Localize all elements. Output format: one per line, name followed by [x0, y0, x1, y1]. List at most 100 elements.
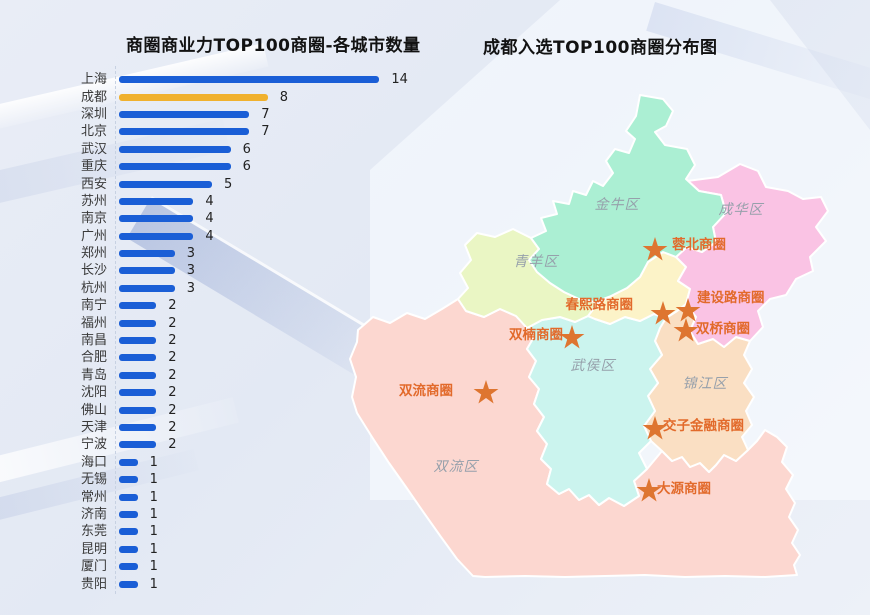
business-circle-star — [636, 478, 662, 502]
bar-row: 福州 2 — [58, 314, 428, 331]
bar-value-label: 2 — [168, 315, 177, 331]
bar-value-label: 14 — [391, 72, 408, 88]
business-circle-star — [675, 298, 701, 322]
city-bar — [119, 510, 138, 518]
city-label: 郑州 — [80, 246, 107, 262]
bar-row: 南京 4 — [58, 210, 428, 227]
city-label: 佛山 — [80, 402, 107, 418]
bar-row: 合肥 2 — [58, 349, 428, 366]
business-circle-label: 交子金融商圈 — [663, 417, 744, 434]
bar-value-label: 7 — [261, 124, 270, 140]
city-label: 深圳 — [80, 106, 107, 122]
city-bar — [119, 563, 138, 571]
city-label: 东莞 — [80, 524, 107, 540]
city-bar — [119, 267, 175, 275]
bar-value-label: 1 — [149, 506, 158, 522]
city-bar — [119, 76, 380, 84]
city-bar — [119, 354, 157, 362]
bar-value-label: 1 — [149, 454, 158, 470]
city-bar — [119, 389, 157, 397]
bar-row: 重庆 6 — [58, 158, 428, 175]
city-bar — [119, 215, 194, 223]
bar-value-label: 4 — [205, 211, 214, 227]
bar-value-label: 2 — [168, 420, 177, 435]
city-label: 重庆 — [80, 159, 107, 175]
bar-value-label: 7 — [261, 106, 270, 122]
city-bar — [119, 476, 138, 484]
bar-value-label: 3 — [186, 280, 196, 296]
city-label: 南京 — [80, 211, 107, 227]
city-bar — [119, 284, 175, 292]
bar-row: 海口 1 — [58, 454, 428, 471]
city-bar — [119, 406, 157, 414]
bar-row: 北京 7 — [58, 123, 428, 140]
city-label: 福州 — [80, 315, 107, 331]
business-circle-label: 大源商圈 — [657, 480, 711, 497]
bar-row: 沈阳 2 — [58, 384, 428, 401]
city-bar — [119, 250, 175, 258]
bar-value-label: 2 — [168, 350, 177, 366]
city-bar — [119, 424, 157, 431]
bar-value-label: 4 — [205, 228, 214, 244]
bar-row: 厦门 1 — [58, 558, 428, 575]
city-label: 北京 — [80, 124, 107, 140]
city-bar — [119, 371, 157, 379]
bar-value-label: 4 — [205, 193, 214, 209]
bar-value-label: 8 — [279, 89, 289, 105]
city-label: 杭州 — [80, 280, 107, 296]
bar-value-label: 6 — [242, 159, 251, 175]
business-circle-star — [673, 318, 699, 342]
city-label: 无锡 — [80, 472, 107, 488]
city-label: 成都 — [80, 89, 107, 105]
city-label: 广州 — [80, 228, 107, 244]
bar-chart: 上海 14 成都 8 深圳 7 北京 7 武汉 6 重庆 6 西安 5 苏州 4 南京 4 广州 4 郑州 3 长沙 3 杭州 3… — [58, 71, 428, 596]
city-bar — [119, 302, 157, 310]
bar-row: 昆明 1 — [58, 541, 428, 558]
city-label: 南昌 — [80, 333, 107, 349]
bar-value-label: 2 — [168, 333, 177, 349]
city-bar — [119, 232, 194, 240]
city-bar — [119, 197, 194, 205]
city-bar — [119, 128, 250, 136]
city-label: 厦门 — [80, 559, 107, 575]
city-bar — [119, 93, 268, 101]
city-bar — [119, 145, 231, 153]
city-label: 青岛 — [80, 367, 107, 383]
bar-row: 长沙 3 — [58, 262, 428, 279]
district-label-wuhou: 武侯区 — [571, 358, 617, 374]
city-bar — [119, 441, 157, 449]
bar-row: 武汉 6 — [58, 141, 428, 158]
city-label: 宁波 — [80, 437, 107, 453]
city-label: 昆明 — [80, 541, 107, 557]
city-label: 武汉 — [80, 141, 107, 157]
bar-value-label: 1 — [149, 559, 158, 575]
bar-value-label: 3 — [186, 246, 196, 262]
bar-row: 杭州 3 — [58, 280, 428, 297]
business-circle-label: 双楠商圈 — [509, 326, 563, 343]
city-label: 常州 — [80, 489, 107, 505]
bar-value-label: 1 — [149, 489, 158, 505]
city-label: 海口 — [80, 454, 107, 470]
bar-row: 济南 1 — [58, 506, 428, 523]
map-title: 成都入选TOP100商圈分布图 — [483, 38, 718, 58]
bar-value-label: 5 — [224, 176, 233, 192]
city-bar — [119, 580, 138, 588]
business-circle-star — [473, 380, 499, 404]
business-circle-label: 蓉北商圈 — [671, 236, 726, 253]
bar-row: 无锡 1 — [58, 471, 428, 488]
bar-value-label: 6 — [242, 141, 251, 157]
city-label: 长沙 — [80, 263, 107, 279]
bar-row: 东莞 1 — [58, 523, 428, 540]
district-label-chenghua: 成华区 — [719, 202, 765, 218]
city-label: 天津 — [80, 420, 107, 435]
city-label: 南宁 — [80, 298, 107, 314]
district-shape-wuhou — [526, 313, 667, 507]
bar-value-label: 2 — [168, 367, 177, 383]
bar-row: 青岛 2 — [58, 367, 428, 384]
city-label: 济南 — [80, 506, 107, 522]
business-circle-label: 建设路商圈 — [696, 289, 765, 306]
city-bar — [119, 180, 212, 188]
bar-value-label: 1 — [149, 576, 158, 592]
